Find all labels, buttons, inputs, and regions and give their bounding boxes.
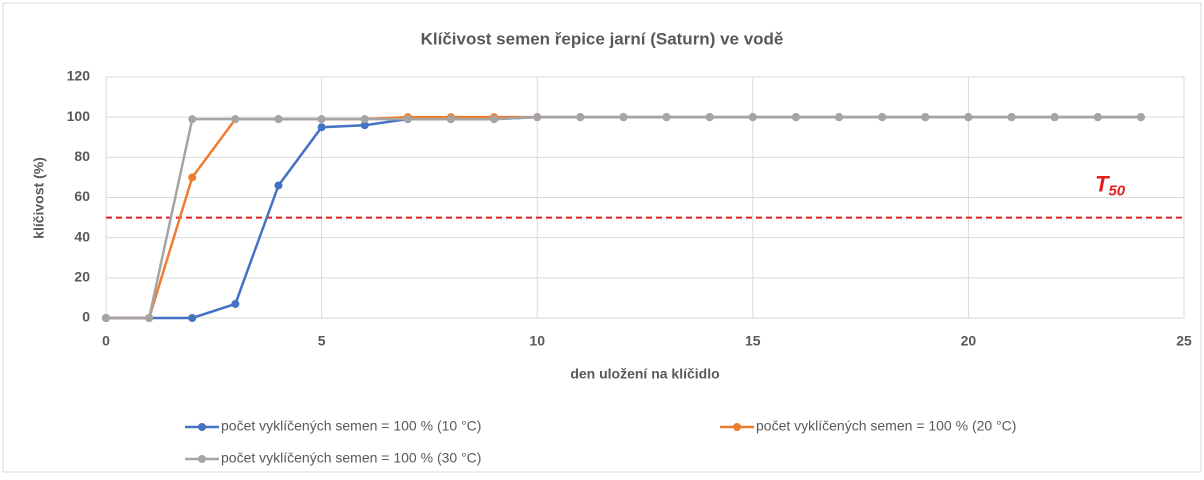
- data-point: [1093, 113, 1102, 122]
- data-point: [403, 115, 412, 124]
- data-point: [1007, 113, 1016, 122]
- data-point: [231, 299, 240, 308]
- x-tick-label: 0: [102, 333, 110, 349]
- data-point: [145, 314, 154, 322]
- data-point: [102, 314, 110, 322]
- data-point: [490, 115, 499, 124]
- legend-marker: [733, 423, 741, 431]
- y-axis-label: klíčivost (%): [31, 157, 47, 239]
- data-point: [576, 113, 585, 122]
- y-tick-label: 0: [82, 309, 90, 325]
- legend-label: počet vyklíčených semen = 100 % (30 °C): [221, 450, 481, 466]
- legend-marker: [198, 423, 206, 431]
- data-point: [274, 181, 283, 190]
- x-tick-label: 10: [529, 333, 545, 349]
- legend-label: počet vyklíčených semen = 100 % (20 °C): [756, 418, 1016, 434]
- y-tick-label: 120: [67, 68, 91, 84]
- data-point: [360, 121, 369, 130]
- data-point: [619, 113, 628, 122]
- threshold-label: T50: [1095, 171, 1126, 199]
- x-axis-label: den uložení na klíčidlo: [570, 366, 719, 382]
- legend-label: počet vyklíčených semen = 100 % (10 °C): [221, 418, 481, 434]
- x-tick-label: 15: [745, 333, 761, 349]
- data-point: [964, 113, 973, 122]
- legend-marker: [198, 455, 206, 463]
- data-point: [188, 115, 197, 124]
- data-point: [791, 113, 800, 122]
- data-point: [662, 113, 671, 122]
- data-point: [231, 115, 240, 124]
- data-point: [921, 113, 930, 122]
- y-tick-label: 20: [74, 269, 90, 285]
- data-point: [533, 113, 542, 122]
- data-point: [188, 314, 197, 322]
- y-tick-label: 40: [74, 228, 90, 244]
- x-tick-label: 5: [318, 333, 326, 349]
- data-point: [705, 113, 714, 122]
- y-tick-label: 60: [74, 188, 90, 204]
- data-point: [878, 113, 887, 122]
- data-point: [360, 115, 369, 124]
- data-point: [188, 173, 197, 182]
- data-point: [274, 115, 283, 124]
- data-point: [1136, 113, 1145, 122]
- data-point: [1050, 113, 1059, 122]
- threshold-label-sub: 50: [1108, 183, 1125, 200]
- x-tick-label: 25: [1176, 333, 1192, 349]
- y-tick-label: 100: [67, 108, 91, 124]
- data-point: [748, 113, 757, 122]
- data-point: [317, 123, 326, 132]
- data-point: [317, 115, 326, 124]
- chart-title: Klíčivost semen řepice jarní (Saturn) ve…: [421, 29, 784, 48]
- y-tick-label: 80: [74, 148, 90, 164]
- data-point: [446, 115, 455, 124]
- x-tick-label: 20: [961, 333, 977, 349]
- data-point: [835, 113, 844, 122]
- threshold-label-main: T: [1095, 171, 1110, 196]
